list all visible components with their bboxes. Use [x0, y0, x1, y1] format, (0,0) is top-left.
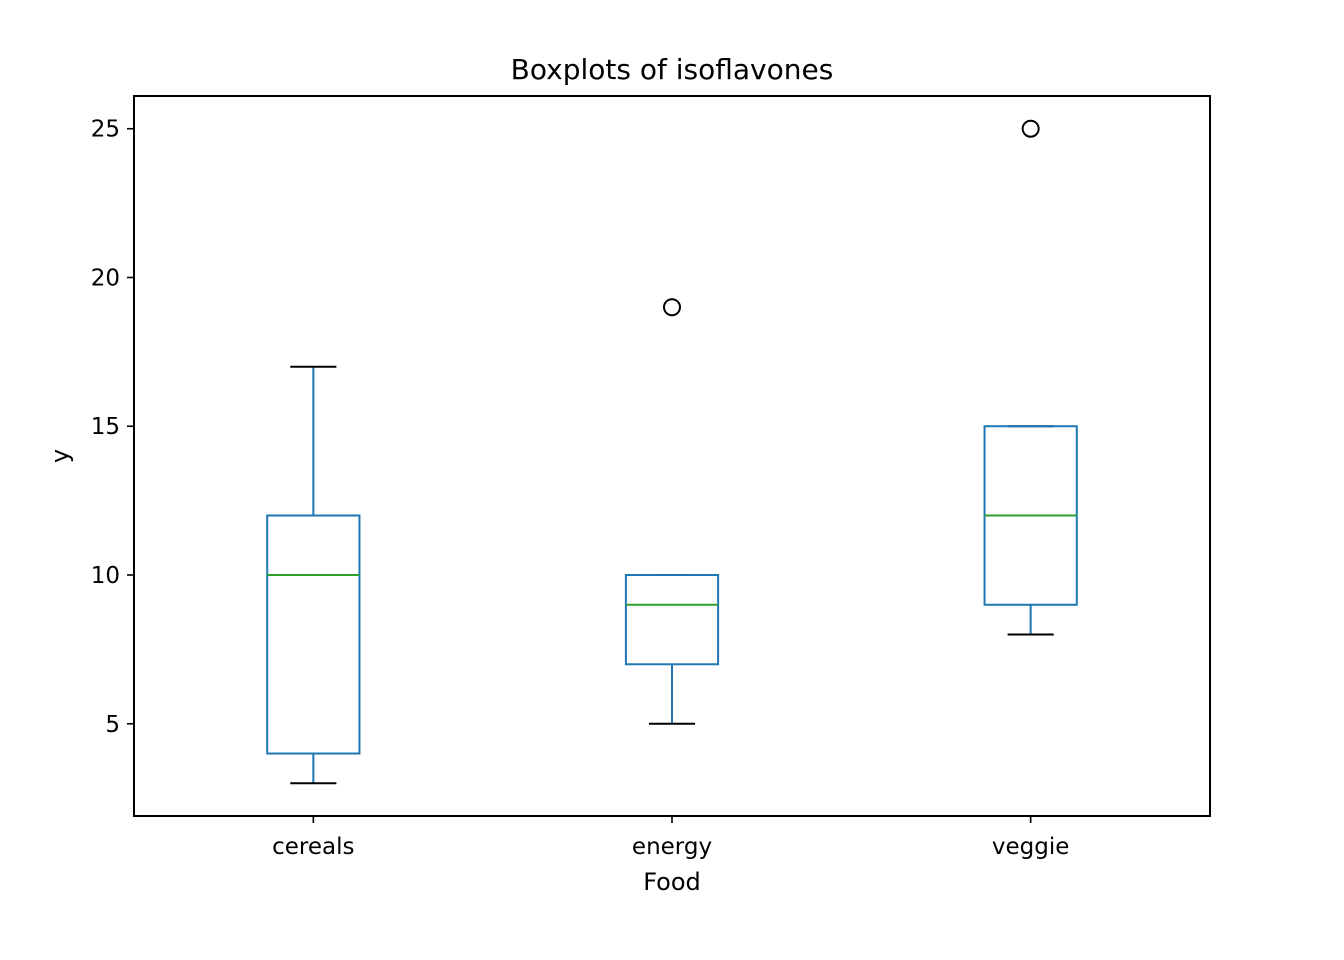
outlier-point — [663, 298, 681, 317]
y-tick-label: 10 — [91, 563, 120, 589]
chart-title: Boxplots of isoflavones — [511, 53, 834, 86]
y-axis-label: y — [46, 449, 74, 463]
y-tick-label: 25 — [91, 117, 120, 143]
plot-area: 5 10 15 20 25 cereals energy veggie — [91, 117, 1078, 860]
iqr-box — [624, 574, 720, 666]
x-tick-label: veggie — [992, 834, 1070, 860]
x-tick-label: energy — [632, 834, 712, 860]
iqr-box — [266, 514, 361, 755]
y-tick-label: 15 — [91, 414, 120, 440]
outlier-point — [1021, 119, 1040, 138]
y-tick-label: 20 — [91, 265, 120, 291]
y-tick-label: 5 — [105, 712, 120, 738]
axes-frame — [133, 95, 1211, 817]
x-tick-label: cereals — [272, 834, 354, 860]
x-axis-label: Food — [643, 868, 701, 896]
